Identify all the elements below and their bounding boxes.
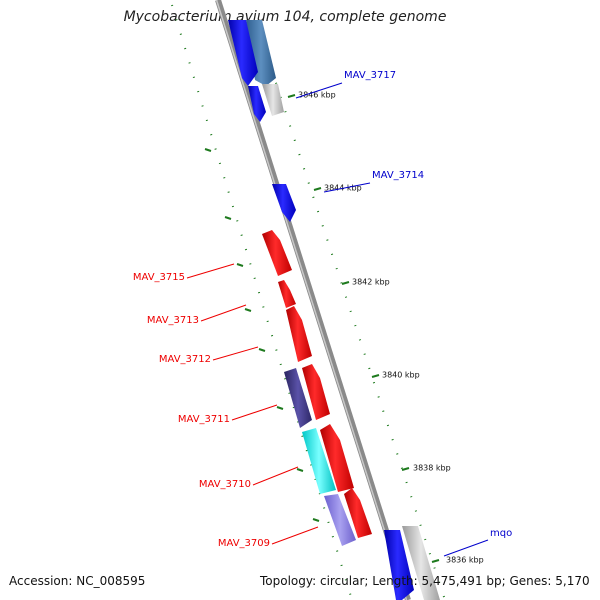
genome-summary-text: Topology: circular; Length: 5,475,491 bp…	[260, 574, 590, 588]
gene-label-leader	[186, 263, 235, 279]
gene-label: MAV_3714	[372, 170, 424, 181]
genome-backbone	[215, 0, 411, 600]
scale-tick-mark	[341, 281, 350, 285]
gene-feature-lavender	[324, 494, 356, 546]
gene-feature-forward	[272, 184, 296, 222]
gene-feature-forward	[384, 530, 414, 600]
gene-feature-reverse	[278, 280, 296, 308]
scale-tick-label: 3838 kbp	[413, 464, 451, 473]
gene-features	[228, 20, 440, 600]
gene-label: MAV_3712	[159, 354, 211, 365]
gene-label: MAV_3709	[218, 538, 270, 549]
gene-label-leader	[443, 539, 489, 557]
gene-label: MAV_3711	[178, 414, 230, 425]
gene-feature-reverse	[320, 424, 354, 492]
scale-tick-label: 3842 kbp	[352, 278, 390, 287]
gene-label-leader	[231, 404, 278, 421]
gene-feature-reverse	[302, 364, 330, 420]
gene-label-leader	[212, 346, 259, 361]
track-dash	[224, 216, 232, 220]
gene-label: MAV_3715	[133, 272, 185, 283]
accession-text: Accession: NC_008595	[9, 574, 146, 588]
gene-label: MAV_3710	[199, 479, 251, 490]
track-dash	[276, 406, 284, 410]
gene-feature-forward	[228, 20, 258, 86]
track-dash	[244, 308, 252, 312]
scale-tick-label: 3840 kbp	[382, 371, 420, 380]
gene-feature-navy	[284, 368, 312, 428]
gc-dotted-tracks	[171, 4, 446, 600]
track-dash	[258, 348, 266, 352]
gene-feature-gray	[402, 526, 440, 600]
track-dash	[296, 468, 304, 472]
gene-label: MAV_3717	[344, 70, 396, 81]
gene-feature-forward	[248, 86, 266, 122]
gene-feature-cyan	[302, 428, 336, 494]
scale-tick-mark	[371, 374, 380, 378]
scale-tick-mark	[431, 559, 440, 563]
gene-label: MAV_3713	[147, 315, 199, 326]
gene-label-leader	[323, 182, 371, 193]
scale-tick-mark	[401, 467, 410, 471]
map-title: Mycobacterium avium 104, complete genome	[123, 9, 447, 25]
track-dash	[312, 518, 320, 522]
scale-tick-label: 3836 kbp	[446, 556, 484, 565]
gene-feature-gray	[262, 84, 284, 116]
gene-feature-reverse	[262, 230, 292, 276]
scale-tick-mark	[313, 187, 322, 191]
gene-feature-reverse	[286, 306, 312, 362]
gene-label-leader	[295, 82, 343, 99]
gene-label-leader	[271, 526, 319, 545]
track-dash	[236, 263, 244, 267]
scale-tick-label: 3846 kbp	[298, 91, 336, 100]
gene-label-leader	[252, 466, 299, 486]
scale-tick-mark	[287, 94, 296, 98]
track-dash	[204, 148, 212, 152]
gene-label-leader	[200, 304, 247, 322]
gene-label: mqo	[490, 528, 512, 539]
gene-feature-reverse	[344, 488, 372, 538]
